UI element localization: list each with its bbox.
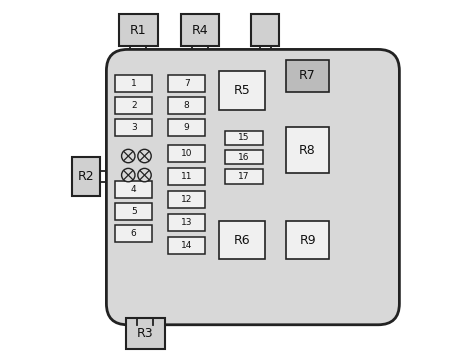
Text: 7: 7 (184, 79, 190, 88)
Bar (115, 203, 152, 220)
Bar (251, 14, 279, 46)
Circle shape (138, 168, 151, 182)
Text: R6: R6 (234, 234, 251, 246)
Circle shape (121, 168, 135, 182)
Text: R4: R4 (191, 24, 208, 36)
Text: 12: 12 (181, 195, 192, 204)
Text: 17: 17 (238, 172, 250, 181)
Bar (181, 14, 219, 46)
Bar (286, 221, 329, 259)
Bar (115, 119, 152, 136)
Bar (225, 150, 264, 164)
Bar (168, 75, 205, 92)
Circle shape (138, 149, 151, 163)
Text: 8: 8 (184, 101, 190, 110)
Text: 5: 5 (131, 207, 137, 216)
Bar (115, 97, 152, 114)
Text: 4: 4 (131, 185, 137, 195)
Bar (286, 127, 329, 173)
Text: 16: 16 (238, 152, 250, 162)
Bar (115, 75, 152, 92)
Bar (168, 237, 205, 254)
Text: R8: R8 (299, 144, 316, 156)
Text: 9: 9 (184, 122, 190, 132)
Bar (168, 191, 205, 208)
Text: 13: 13 (181, 218, 192, 227)
Text: 15: 15 (238, 133, 250, 142)
Text: R5: R5 (234, 84, 251, 97)
Text: R9: R9 (299, 234, 316, 246)
Text: 10: 10 (181, 149, 192, 158)
Bar (168, 168, 205, 185)
Bar (168, 97, 205, 114)
Bar (286, 60, 329, 92)
Bar (115, 181, 152, 198)
Bar (119, 14, 157, 46)
Text: R2: R2 (78, 170, 94, 183)
Bar (225, 169, 264, 184)
Text: R3: R3 (137, 327, 154, 340)
Bar (168, 119, 205, 136)
Bar (168, 145, 205, 162)
Text: 11: 11 (181, 172, 192, 181)
Bar (219, 71, 265, 110)
Bar (126, 318, 164, 349)
Text: R1: R1 (130, 24, 146, 36)
Bar (72, 157, 100, 196)
Text: 3: 3 (131, 122, 137, 132)
Text: 6: 6 (131, 229, 137, 238)
Text: 2: 2 (131, 101, 137, 110)
FancyBboxPatch shape (106, 49, 400, 325)
Text: 1: 1 (131, 79, 137, 88)
Text: 14: 14 (181, 241, 192, 250)
Bar (219, 221, 265, 259)
Circle shape (121, 149, 135, 163)
Bar (168, 214, 205, 231)
Bar (115, 225, 152, 242)
Bar (225, 131, 264, 145)
Text: R7: R7 (299, 70, 316, 82)
